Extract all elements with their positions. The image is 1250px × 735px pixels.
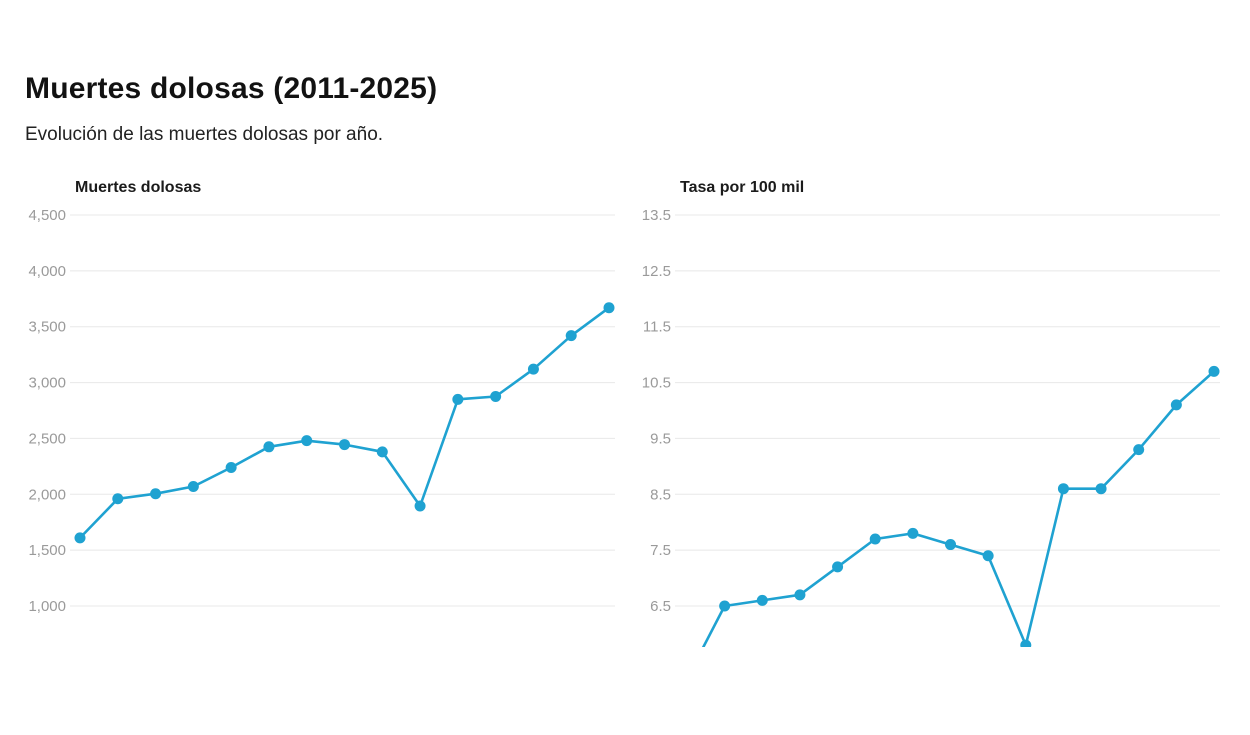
data-point	[263, 441, 275, 453]
data-point	[187, 480, 199, 492]
data-point	[1170, 399, 1182, 411]
y-tick-label: 7.5	[650, 542, 671, 559]
y-tick-label: 13.5	[642, 207, 671, 224]
chart-muertes-dolosas: Muertes dolosas 1,000 1,500 2,000 2,500 3,000…	[28, 179, 615, 615]
y-tick-label: 12.5	[642, 263, 671, 280]
panel-label: Tasa por 100 mil	[680, 179, 804, 196]
data-point	[301, 435, 313, 447]
data-point	[225, 461, 237, 473]
data-point	[603, 302, 615, 314]
y-tick-label: 10.5	[642, 375, 671, 392]
series-group	[682, 365, 1220, 684]
data-point	[1208, 365, 1220, 377]
data-point	[869, 533, 881, 545]
data-point	[794, 589, 806, 601]
data-point	[832, 561, 844, 573]
data-point	[414, 500, 426, 512]
y-tick-label: 9.5	[650, 430, 671, 447]
data-point	[1095, 483, 1107, 495]
y-tick-label: 3,000	[28, 375, 66, 392]
data-point	[452, 393, 464, 405]
data-point	[527, 363, 539, 375]
series-group	[74, 302, 615, 544]
data-point	[150, 488, 162, 500]
y-tick-label: 2,000	[28, 486, 66, 503]
y-tick-label: 1,000	[28, 598, 66, 615]
data-point	[982, 550, 994, 562]
data-point	[339, 439, 350, 451]
panel-label: Muertes dolosas	[75, 179, 201, 196]
data-point	[945, 539, 956, 551]
data-point	[682, 673, 693, 684]
data-point	[74, 532, 86, 544]
data-point	[112, 493, 124, 505]
y-tick-label: 6.5	[650, 598, 671, 615]
data-point	[490, 391, 502, 403]
chart-tasa-por-100-mil: Tasa por 100 mil 6.5 7.5 8.5 9.5 10.5 11.5 12.5…	[642, 179, 1220, 684]
y-tick-label: 11.5	[643, 319, 671, 336]
data-point	[1057, 483, 1069, 495]
data-point	[565, 330, 577, 342]
data-point	[907, 527, 919, 539]
data-point	[719, 600, 731, 612]
y-tick-label: 2,500	[28, 430, 66, 447]
y-tick-label: 1,500	[28, 542, 66, 559]
data-point	[1020, 639, 1032, 647]
y-tick-label: 3,500	[28, 319, 66, 336]
data-point	[756, 594, 768, 606]
data-point	[376, 446, 388, 458]
series-line	[701, 370, 1215, 647]
series-line	[79, 306, 610, 539]
y-tick-label: 8.5	[650, 486, 671, 503]
y-tick-label: 4,500	[28, 207, 66, 224]
y-tick-label: 4,000	[28, 263, 66, 280]
page-subtitle: Evolución de las muertes dolosas por año…	[25, 124, 384, 145]
data-point	[1133, 444, 1145, 456]
page-title: Muertes dolosas (2011-2025)	[25, 72, 438, 105]
